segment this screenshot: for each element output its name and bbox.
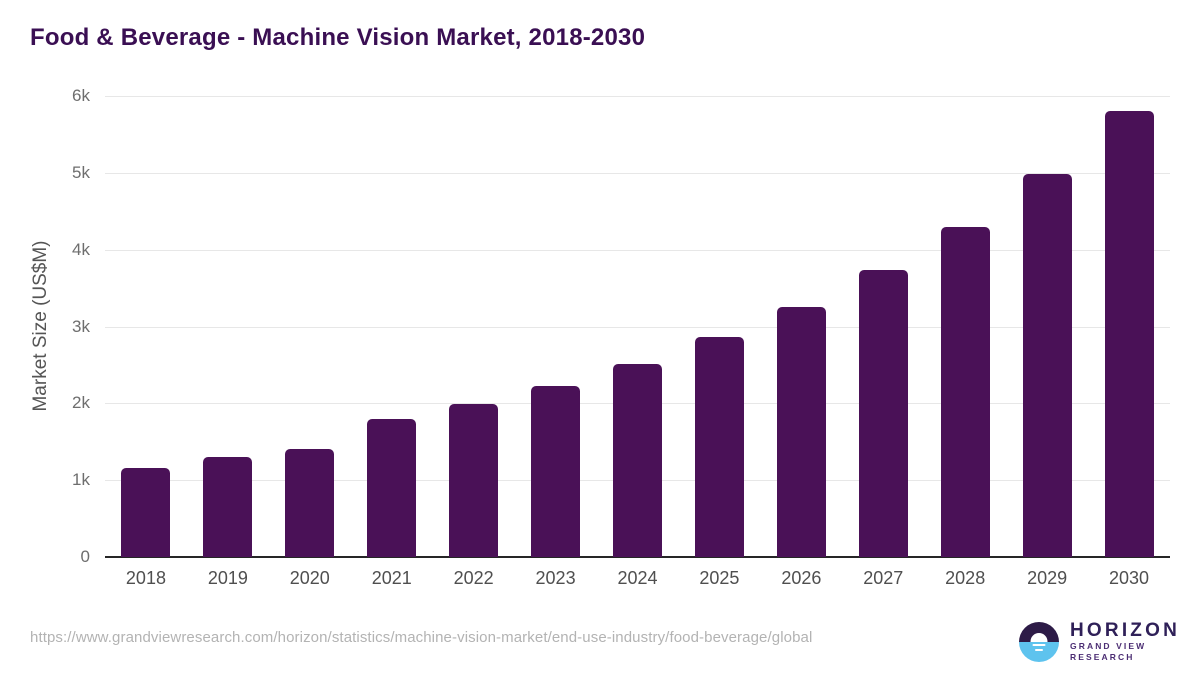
- x-tick-label-2023: 2023: [535, 568, 576, 588]
- bar-2026[interactable]: [776, 307, 826, 557]
- y-tick-label-2k: 2k: [72, 393, 90, 413]
- y-tick-label-6k: 6k: [72, 86, 90, 105]
- x-axis-line: [105, 556, 1170, 558]
- horizon-logo: HORIZON GRAND VIEW RESEARCH: [1019, 620, 1200, 663]
- bar-2018[interactable]: [121, 467, 171, 557]
- logo-ripple-icon: [1032, 643, 1046, 646]
- bar-2019[interactable]: [203, 457, 253, 557]
- bar-2027[interactable]: [858, 269, 908, 557]
- horizon-logo-icon: [1019, 621, 1059, 662]
- y-tick-label-0: 0: [80, 547, 90, 566]
- y-tick-label-1k: 1k: [72, 470, 90, 490]
- bar-2022[interactable]: [449, 404, 499, 557]
- x-tick-label-2018: 2018: [125, 568, 166, 588]
- x-tick-label-2027: 2027: [863, 568, 904, 588]
- bar-2020[interactable]: [285, 448, 335, 557]
- logo-brand: HORIZON: [1070, 620, 1181, 641]
- logo-sky-half: [1019, 621, 1059, 642]
- bar-2023[interactable]: [531, 385, 581, 557]
- gridline-5k: [105, 172, 1170, 174]
- logo-sun-icon: [1030, 632, 1048, 642]
- x-tick-label-2024: 2024: [617, 568, 658, 588]
- y-tick-label-3k: 3k: [72, 316, 90, 336]
- logo-ripple-icon: [1035, 648, 1043, 651]
- logo-sea-half: [1019, 641, 1059, 662]
- bar-2021[interactable]: [367, 418, 417, 557]
- y-tick-label-5k: 5k: [72, 162, 90, 182]
- x-tick-label-2022: 2022: [453, 568, 494, 588]
- logo-tagline: GRAND VIEW RESEARCH: [1070, 641, 1147, 662]
- plot-area: [105, 96, 1170, 558]
- bar-2030[interactable]: [1104, 111, 1154, 557]
- x-tick-label-2020: 2020: [289, 568, 330, 588]
- bar-2025[interactable]: [694, 337, 744, 557]
- bar-2028[interactable]: [940, 226, 990, 557]
- gridline-4k: [105, 249, 1170, 251]
- x-tick-label-2025: 2025: [699, 568, 740, 588]
- gridline-3k: [105, 326, 1170, 328]
- x-tick-label-2021: 2021: [371, 568, 412, 588]
- bar-2024[interactable]: [613, 364, 662, 557]
- x-tick-label-2026: 2026: [781, 568, 822, 588]
- x-tick-label-2030: 2030: [1109, 568, 1150, 588]
- x-tick-label-2019: 2019: [207, 568, 248, 588]
- bar-2029[interactable]: [1022, 174, 1072, 557]
- gridline-6k: [105, 96, 1170, 97]
- x-tick-label-2029: 2029: [1027, 568, 1068, 588]
- source-url: https://www.grandviewresearch.com/horizo…: [30, 629, 813, 646]
- y-tick-label-4k: 4k: [72, 239, 90, 259]
- x-tick-label-2028: 2028: [945, 568, 986, 588]
- logo-text: HORIZON GRAND VIEW RESEARCH: [1070, 620, 1200, 663]
- chart-title: Food & Beverage - Machine Vision Market,…: [30, 24, 646, 51]
